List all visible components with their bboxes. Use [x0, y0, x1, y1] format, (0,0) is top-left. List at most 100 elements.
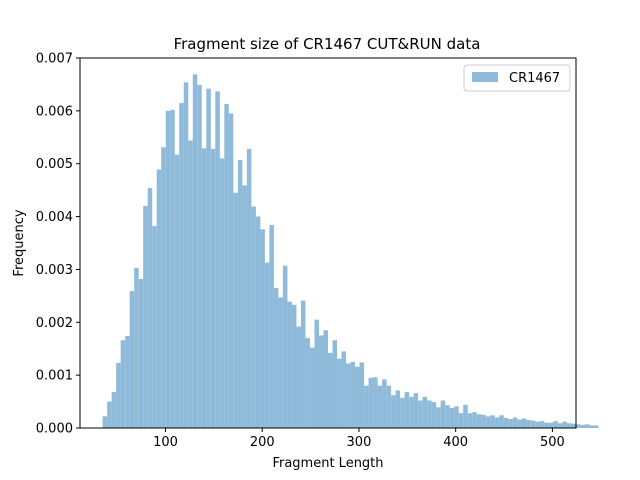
x-tick-label: 500	[540, 435, 565, 450]
histogram-bar	[341, 351, 347, 428]
histogram-bar	[255, 216, 261, 428]
histogram-bar	[309, 347, 315, 428]
y-tick-label: 0.006	[36, 104, 73, 119]
histogram-bar	[206, 88, 211, 428]
histogram-bar	[116, 362, 121, 428]
histogram-bar	[197, 84, 202, 429]
histogram-bar	[440, 400, 446, 428]
histogram-bar	[544, 422, 549, 428]
histogram-bar	[535, 421, 540, 428]
legend-swatch	[472, 72, 498, 82]
histogram-bar	[445, 405, 450, 428]
histogram-bar	[422, 396, 428, 428]
histogram-bar	[508, 419, 513, 428]
histogram-bar	[300, 300, 306, 428]
histogram-bar	[571, 423, 576, 428]
y-tick-label: 0.007	[36, 52, 73, 67]
histogram-bar	[246, 148, 252, 428]
y-tick-label: 0.001	[36, 369, 73, 384]
histogram-bar	[282, 265, 288, 428]
histogram-bar	[404, 392, 410, 428]
histogram-bar	[548, 422, 554, 428]
histogram-bar	[242, 185, 247, 428]
histogram-bar	[152, 226, 157, 428]
histogram-bar	[346, 363, 351, 428]
histogram-bar	[472, 412, 477, 428]
x-tick-label: 200	[250, 435, 275, 450]
histogram-bar	[305, 338, 310, 428]
histogram-bar	[400, 397, 405, 428]
histogram-bar	[147, 188, 153, 428]
histogram-bar	[224, 103, 229, 429]
histogram-bar	[215, 91, 220, 429]
histogram-bar	[386, 385, 392, 428]
histogram-bar	[517, 419, 522, 428]
histogram-bar	[237, 160, 243, 428]
histogram-bar	[467, 413, 473, 428]
histogram-bar	[228, 113, 234, 428]
histogram-bar	[129, 291, 135, 428]
histogram-bar	[350, 361, 356, 428]
histogram-bar	[521, 418, 527, 428]
histogram-bar	[251, 206, 256, 428]
x-tick-label: 400	[443, 435, 468, 450]
histogram-bar	[314, 319, 319, 428]
histogram-bar	[580, 424, 585, 428]
x-axis-label: Fragment Length	[272, 456, 383, 471]
histogram-bar	[174, 154, 180, 429]
histogram-bar	[323, 330, 328, 428]
histogram-bar	[458, 413, 464, 428]
histogram-bar	[318, 335, 324, 428]
histogram-bar	[512, 417, 518, 428]
x-tick-label: 100	[153, 435, 178, 450]
histogram-bar	[391, 395, 396, 428]
histogram-bar	[219, 158, 225, 428]
histogram-bar	[485, 416, 491, 428]
histogram-bar	[562, 421, 567, 428]
histogram-bar	[395, 390, 401, 428]
y-axis-ticks: 0.000 0.001 0.002 0.003 0.004 0.005 0.006 0.007	[36, 52, 80, 437]
histogram-bar	[278, 297, 283, 428]
histogram-bar	[269, 225, 274, 428]
histogram-bar	[593, 425, 599, 428]
histogram-bar	[373, 377, 378, 428]
histogram-bar	[566, 423, 572, 428]
histogram-bar	[530, 420, 536, 428]
histogram-bar	[332, 340, 338, 428]
y-axis-label: Frequency	[12, 209, 27, 276]
histogram-bar	[183, 82, 189, 428]
histogram-bar	[382, 379, 387, 428]
histogram-bar	[494, 417, 500, 428]
histogram-bar	[156, 169, 162, 428]
histogram-bar	[364, 385, 369, 428]
histogram-bar	[526, 420, 531, 428]
y-tick-label: 0.002	[36, 316, 73, 331]
histogram-bar	[291, 304, 297, 428]
histogram-bar	[107, 401, 112, 428]
histogram-bar	[431, 402, 437, 428]
y-tick-label: 0.000	[36, 422, 73, 437]
histogram-bar	[463, 404, 468, 428]
histogram-bar	[125, 336, 130, 428]
histogram-bar	[165, 110, 171, 429]
histogram-bar	[296, 326, 301, 428]
histogram-bar	[111, 392, 117, 428]
legend-box	[463, 64, 571, 92]
histogram-bar	[539, 421, 545, 428]
histogram-bars	[102, 74, 599, 429]
histogram-bar	[377, 385, 383, 428]
y-tick-label: 0.005	[36, 157, 73, 172]
histogram-bar	[584, 424, 590, 428]
histogram-bar	[138, 278, 144, 428]
histogram-bar	[499, 415, 504, 428]
histogram-bar	[233, 192, 238, 428]
histogram-bar	[210, 148, 216, 428]
x-axis-ticks: 100 200 300 400 500	[153, 428, 565, 450]
y-tick-label: 0.004	[36, 210, 73, 225]
histogram-bar	[287, 301, 292, 428]
histogram-bar	[490, 415, 495, 428]
histogram-bar	[368, 377, 374, 428]
histogram-bar	[418, 400, 423, 428]
x-tick-label: 300	[347, 435, 372, 450]
histogram-bar	[120, 340, 126, 428]
